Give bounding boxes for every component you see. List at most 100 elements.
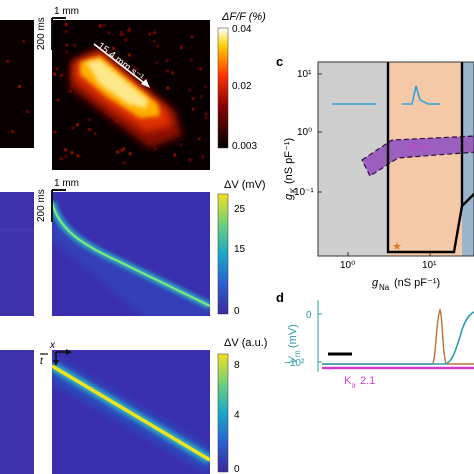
c-ytick-1: 10¹ (297, 69, 312, 80)
noise-speck (204, 116, 208, 120)
colorbar-top (217, 27, 229, 149)
left-sim-fragment-mid (0, 192, 34, 316)
noise-speck (166, 86, 170, 90)
velocity-arrowhead (141, 79, 150, 88)
noise-speck (128, 152, 132, 156)
noise-speck (115, 61, 119, 65)
scale-x-label-top: 1 mm (54, 6, 79, 17)
c-ytick-0: 10⁰ (297, 127, 312, 138)
noise-speck (173, 153, 177, 157)
noise-speck (122, 147, 126, 151)
wavefront-halo-mid (52, 200, 210, 316)
colorbar-bot-tick-mid: 4 (234, 410, 240, 421)
d-channel-sub: ir (352, 381, 357, 390)
axis-t-label: t (40, 356, 44, 367)
noise-speck (59, 157, 63, 161)
noise-speck (188, 158, 192, 162)
scale-y-label-top: 200 ms (36, 17, 47, 50)
noise-speck (56, 98, 60, 102)
panel-mid: 1 mm 200 ms ΔV (mV) 25 15 0 (0, 178, 266, 317)
d-ylabel-sub: m (293, 350, 302, 357)
noise-speck (71, 126, 75, 130)
phase-region-blue (462, 62, 474, 256)
noise-speck (87, 128, 91, 131)
left-sim-stripe-mid (0, 228, 34, 232)
inset-trace-spike (402, 85, 440, 105)
noise-speck (64, 148, 68, 152)
noise-speck (60, 73, 63, 77)
noise-speck (65, 50, 69, 54)
panel-c: c K ★ 10¹ 10⁰ 10⁻¹ 10⁰ 10¹ (276, 54, 474, 292)
left-fragment-noise (6, 40, 29, 133)
phase-boundary (386, 62, 464, 254)
noise-speck (124, 38, 128, 42)
colorbar-top-tick-mid: 0.02 (232, 81, 252, 92)
d-ylabel-main: V (287, 355, 299, 364)
noise-speck (70, 151, 74, 155)
noise-speck (165, 58, 169, 62)
noise-speck (191, 97, 195, 101)
noise-speck (102, 24, 106, 27)
colorbar-mid-tick-low: 0 (234, 306, 240, 317)
noise-speck (190, 35, 194, 39)
noise-speck (179, 143, 183, 147)
panel-c-letter: c (276, 54, 283, 69)
d-channel-label: K (344, 375, 352, 387)
d-ytick-m100: −10² (284, 358, 305, 369)
c-xlabel-units: (nS pF⁻¹) (394, 277, 440, 289)
noise-speck (191, 107, 195, 111)
colorbar-bot-tick-high: 8 (234, 360, 240, 371)
c-ylabel-main: g (283, 193, 295, 200)
axis-x-label: x (49, 340, 56, 351)
noise-speck (122, 161, 126, 165)
noise-speck (75, 123, 79, 127)
noise-speck (64, 155, 68, 159)
c-ylabel: g K (nS pF⁻¹) (283, 138, 298, 200)
noise-speck (68, 89, 72, 93)
noise-speck (73, 44, 76, 47)
panel-d: d V m (mV) 0 −10² K ir 2.1 (276, 290, 474, 390)
c-xlabel-sub: Na (379, 283, 390, 292)
noise-speck (88, 118, 92, 122)
colorbar-mid-tick-mid: 15 (234, 244, 246, 255)
noise-speck (119, 33, 123, 37)
trace-teal (322, 311, 474, 365)
colorbar-mid-tick-high: 25 (234, 204, 246, 215)
noise-speck (203, 85, 207, 89)
noise-speck (107, 31, 111, 35)
noise-speck (155, 61, 159, 64)
noise-speck (188, 88, 192, 92)
phase-region-purple (361, 135, 474, 177)
d-channel-suffix: 2.1 (360, 375, 375, 387)
axis-arrowhead-x (66, 349, 72, 355)
c-ytick-m1: 10⁻¹ (294, 187, 314, 198)
panel-top: 15.4 mm s⁻¹ 1 mm 200 ms ΔF/F (%) 0.04 0.… (0, 6, 266, 170)
noise-speck (119, 31, 123, 34)
colorbar-bot (217, 353, 229, 473)
scale-x-label-mid: 1 mm (54, 178, 79, 189)
c-ylabel-sub: K (289, 187, 298, 193)
panel-bot: x t ΔV (a.u.) 8 4 0 (0, 337, 267, 474)
noise-speck (127, 29, 131, 33)
noise-speck (128, 27, 132, 31)
noise-speck (98, 24, 102, 28)
phase-region-orange (388, 62, 462, 256)
d-ylabel: V m (mV) (287, 324, 302, 364)
scale-y-label-mid: 200 ms (36, 189, 47, 222)
noise-speck (152, 39, 156, 43)
c-xtick-0: 10⁰ (340, 260, 355, 271)
axis-arrowhead-t (53, 360, 59, 366)
c-xlabel-main: g (372, 277, 379, 289)
wavefront-bot-core (52, 364, 210, 462)
star-marker: ★ (392, 241, 402, 253)
colorbar-bot-tick-low: 0 (234, 464, 240, 474)
noise-speck (64, 30, 68, 33)
noise-speck (111, 46, 115, 50)
colorbar-mid-label: ΔV (mV) (224, 179, 266, 191)
noise-speck (127, 53, 131, 57)
region-k-label: K (410, 142, 417, 153)
colorbar-top-tick-high: 0.04 (232, 24, 252, 35)
colorbar-mid (217, 193, 229, 315)
wavefront-mid-core (52, 201, 210, 307)
